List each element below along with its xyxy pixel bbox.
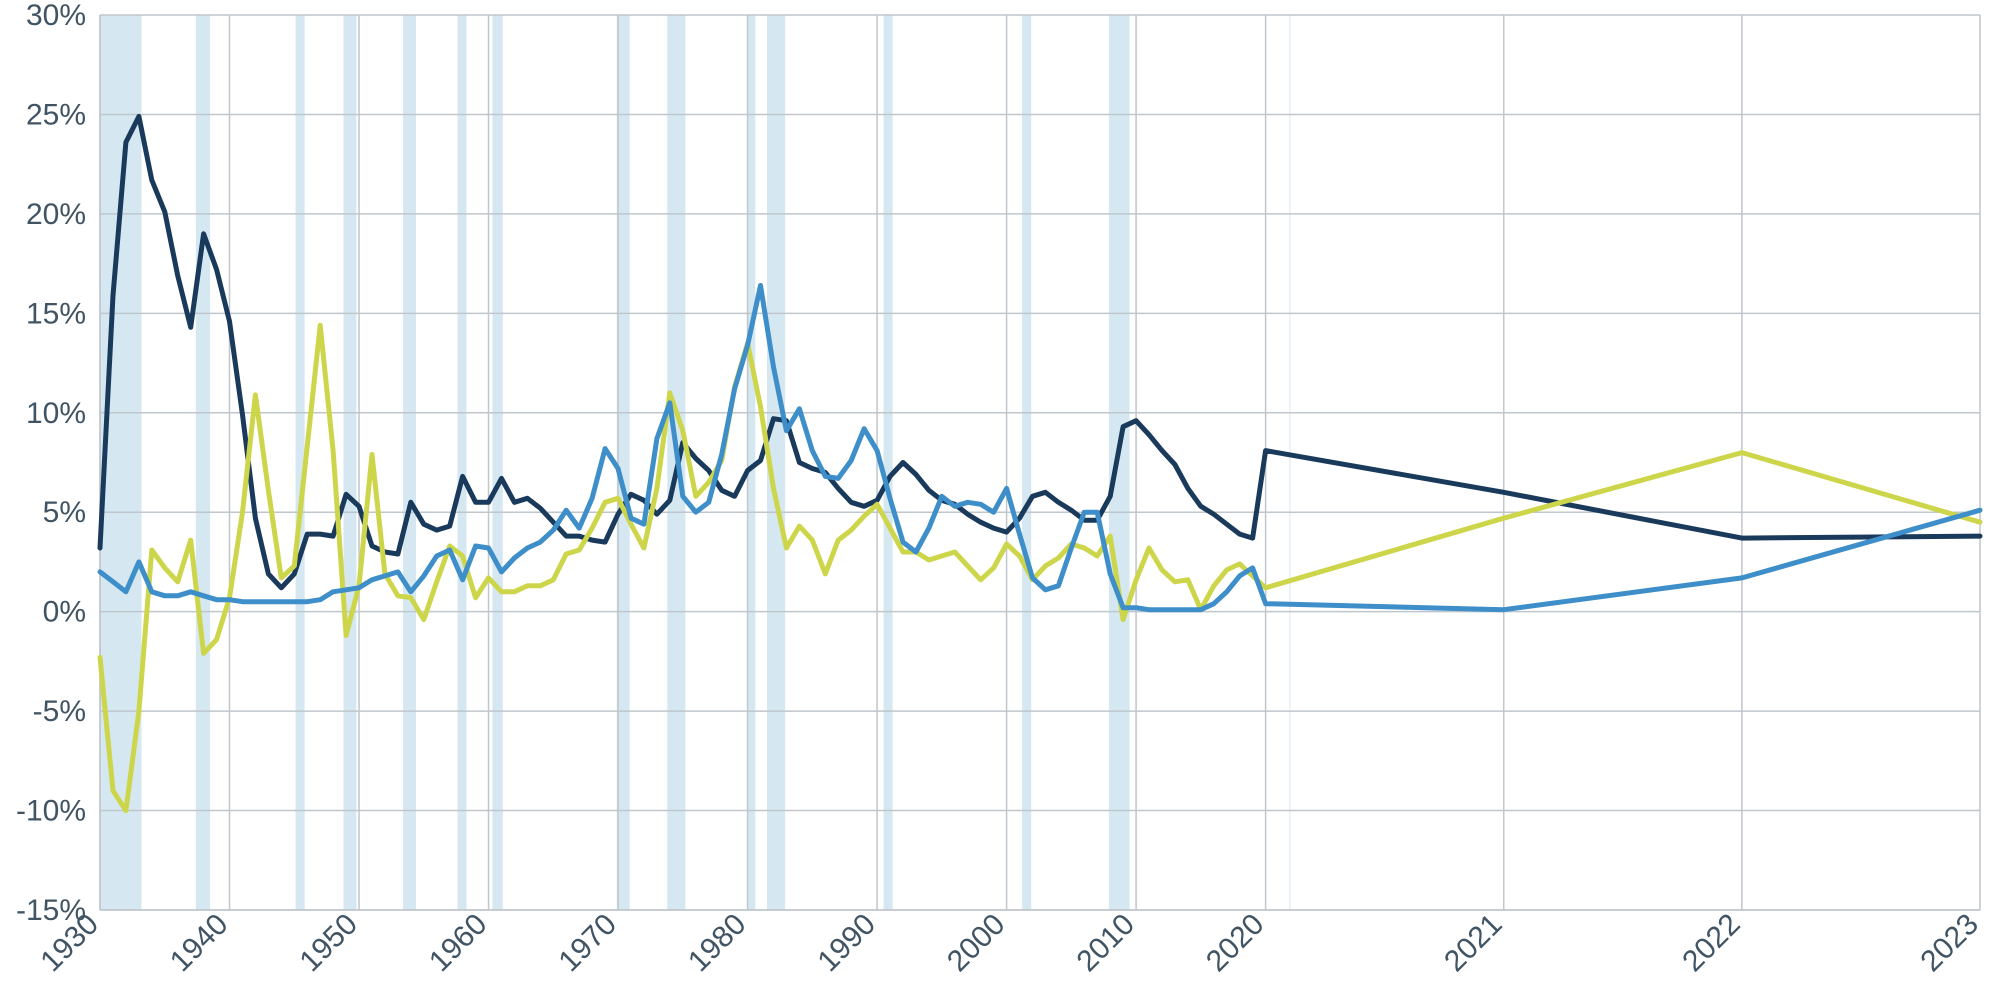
y-axis-label: 20% (26, 198, 86, 231)
recession-band (196, 15, 210, 910)
recession-band (1022, 15, 1031, 910)
y-axis-label: -5% (33, 695, 86, 728)
y-axis-label: 0% (43, 596, 86, 629)
y-axis-label: 10% (26, 397, 86, 430)
y-axis-label: -10% (16, 795, 86, 828)
chart-svg: -15%-10%-5%0%5%10%15%20%25%30%1930194019… (0, 0, 2000, 987)
y-axis-label: 30% (26, 0, 86, 32)
recession-band (1109, 15, 1130, 910)
recession-band (1289, 15, 1290, 910)
recession-band (884, 15, 893, 910)
recession-band (457, 15, 466, 910)
y-axis-label: 15% (26, 297, 86, 330)
line-chart: -15%-10%-5%0%5%10%15%20%25%30%1930194019… (0, 0, 2000, 987)
recession-band (492, 15, 502, 910)
recession-band (403, 15, 416, 910)
y-axis-label: 5% (43, 496, 86, 529)
y-axis-label: 25% (26, 98, 86, 131)
recession-band (343, 15, 356, 910)
